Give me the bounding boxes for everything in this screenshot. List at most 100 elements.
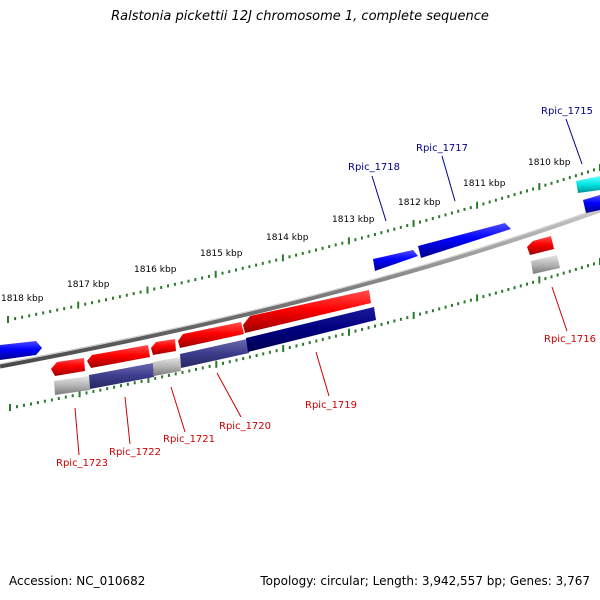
scale-tick [71, 394, 74, 398]
gene-rpic-1721[interactable] [151, 339, 176, 355]
kbp-label-1817: 1817 kbp [67, 280, 110, 290]
scale-tick [568, 269, 571, 273]
scale-tick [207, 274, 210, 278]
scale-tick [9, 404, 11, 411]
gene-label-rpic-1721[interactable]: Rpic_1721 [163, 434, 215, 445]
scale-tick [201, 366, 204, 370]
scale-tick [181, 370, 184, 374]
scale-tick [308, 250, 311, 254]
scale-tick [501, 196, 504, 200]
scale-tick [56, 308, 59, 312]
scale-tick [92, 390, 95, 393]
scale-tick [587, 264, 589, 268]
gene-rpic-1722[interactable] [87, 345, 150, 368]
gene-label-rpic-1716[interactable]: Rpic_1716 [544, 334, 596, 345]
gene-rpic-1716[interactable] [527, 236, 554, 255]
scale-tick [556, 273, 559, 277]
scale-tick [507, 195, 510, 198]
cds-rpic-1723[interactable] [54, 376, 90, 395]
kbp-label-1812: 1812 kbp [398, 198, 441, 208]
scale-tick [444, 305, 447, 309]
scale-tick [195, 367, 197, 371]
scale-tick [215, 360, 218, 368]
cds-rpic-1722[interactable] [89, 363, 154, 389]
scale-tick [302, 342, 305, 346]
scale-tick [574, 174, 577, 178]
gene-labels: Rpic_1718 Rpic_1717 Rpic_1715 Rpic_1716 … [56, 106, 596, 469]
gene-label-rpic-1718[interactable]: Rpic_1718 [348, 162, 400, 173]
scale-tick [180, 281, 183, 285]
scale-tick [261, 261, 264, 265]
scale-tick [77, 301, 80, 309]
scale-tick [36, 401, 39, 405]
kbp-label-1818: 1818 kbp [1, 294, 44, 304]
scale-tick [444, 213, 447, 217]
scale-tick [167, 373, 170, 377]
scale-tick [334, 243, 337, 247]
scale-tick [348, 328, 350, 336]
scale-tick [476, 201, 479, 209]
scale-tick [99, 388, 102, 392]
cds-features [54, 255, 560, 395]
cds-rpic-1716[interactable] [531, 255, 560, 274]
cds-rpic-1721[interactable] [153, 357, 181, 376]
scale-tick [469, 298, 472, 302]
scale-tick [334, 334, 337, 338]
scale-tick [255, 263, 258, 267]
scale-tick [380, 322, 383, 326]
scale-tick [341, 332, 344, 336]
scale-tick [367, 326, 370, 330]
gene-rpic-1718[interactable] [373, 250, 418, 271]
scale-tick [431, 309, 434, 313]
gene-rpic-1719[interactable] [243, 290, 371, 333]
gene-rpic-1723[interactable] [51, 358, 85, 376]
scale-tick [242, 357, 245, 361]
scale-tick [194, 278, 197, 282]
scale-tick [248, 355, 251, 359]
forward-genes [0, 176, 600, 360]
scale-tick [494, 198, 497, 202]
scale-tick [147, 375, 150, 383]
scale-tick [399, 225, 402, 229]
genome-backbone [0, 207, 600, 369]
gene-rpic-1720[interactable] [178, 322, 244, 348]
scale-tick [315, 248, 317, 252]
scale-tick [132, 292, 135, 296]
gene-label-rpic-1717[interactable]: Rpic_1717 [416, 143, 468, 154]
gene-left-edge[interactable] [0, 341, 42, 360]
gene-label-rpic-1719[interactable]: Rpic_1719 [305, 400, 357, 411]
rna-feature[interactable] [576, 176, 600, 193]
scale-tick [513, 286, 516, 290]
scale-tick [43, 399, 46, 403]
scale-tick [315, 339, 318, 343]
topology-text: Topology: circular; Length: 3,942,557 bp… [260, 574, 590, 588]
scale-tick [341, 241, 344, 245]
scale-tick [593, 168, 595, 172]
scale-tick [14, 317, 17, 321]
scale-tick [580, 266, 583, 270]
cds-rpic-1720[interactable] [180, 339, 249, 368]
kbp-label-1815: 1815 kbp [200, 249, 243, 259]
scale-tick [57, 397, 60, 400]
kbp-label-1814: 1814 kbp [266, 233, 309, 243]
scale-tick [450, 303, 453, 307]
scale-tick [450, 211, 453, 215]
scale-tick [282, 345, 285, 353]
kbp-label-1810: 1810 kbp [528, 158, 571, 168]
gene-label-rpic-1723[interactable]: Rpic_1723 [56, 458, 108, 469]
scale-tick [360, 236, 363, 240]
gene-label-rpic-1722[interactable]: Rpic_1722 [109, 447, 161, 458]
scale-tick [544, 183, 547, 187]
gene-rpic-1717[interactable] [418, 223, 511, 258]
gene-label-rpic-1720[interactable]: Rpic_1720 [219, 421, 271, 432]
cds-rpic-1719[interactable] [246, 307, 376, 352]
gene-label-rpic-1715[interactable]: Rpic_1715 [541, 106, 593, 117]
scale-tick [361, 327, 364, 331]
scale-ticks-top [7, 164, 600, 323]
gene-rpic-1715[interactable] [583, 195, 600, 213]
scale-tick [308, 341, 311, 345]
scale-tick [295, 344, 298, 348]
scale-tick [21, 315, 24, 319]
scale-tick [139, 290, 142, 294]
